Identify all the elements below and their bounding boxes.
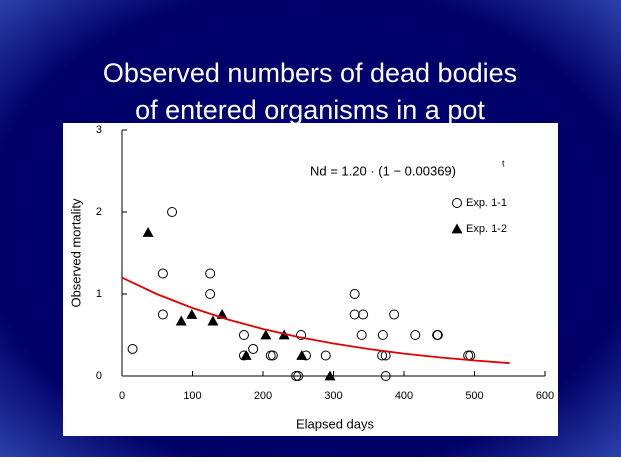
- x-tick-label: 200: [254, 390, 272, 402]
- point: [157, 268, 168, 279]
- title-line: of entered organisms in a pot: [135, 95, 485, 125]
- title-line: Observed numbers of dead bodies: [103, 58, 517, 88]
- x-tick-label: 400: [395, 390, 413, 402]
- point: [175, 315, 187, 326]
- point: [267, 350, 278, 361]
- y-tick-label: 2: [96, 206, 102, 218]
- point: [142, 227, 154, 237]
- equation-exponent: t: [502, 158, 505, 168]
- point: [296, 330, 307, 340]
- point: [260, 329, 272, 340]
- point: [240, 350, 252, 360]
- y-axis-label: Observed mortality: [68, 198, 83, 308]
- point: [380, 371, 391, 381]
- point: [248, 343, 259, 354]
- point: [432, 330, 443, 340]
- x-tick-label: 0: [119, 390, 125, 402]
- point: [205, 289, 216, 299]
- legend-label: Exp. 1-1: [466, 197, 507, 209]
- point: [324, 370, 336, 381]
- point: [207, 315, 219, 326]
- x-tick-label: 100: [183, 390, 201, 402]
- point: [358, 309, 369, 320]
- point: [349, 289, 360, 299]
- point: [205, 268, 216, 279]
- point: [167, 207, 178, 217]
- point: [296, 350, 308, 360]
- point: [356, 330, 367, 340]
- fit-curve: [121, 276, 510, 365]
- point: [349, 309, 360, 320]
- point: [377, 330, 388, 340]
- y-tick-label: 1: [96, 288, 102, 300]
- point: [293, 371, 304, 381]
- point: [157, 309, 168, 320]
- legend-marker: [451, 223, 463, 234]
- y-tick-label: 0: [96, 370, 102, 382]
- legend-label: Exp. 1-2: [466, 223, 507, 235]
- point: [186, 309, 198, 319]
- legend-marker: [452, 198, 462, 208]
- point: [320, 350, 331, 361]
- y-tick-label: 3: [96, 124, 102, 136]
- x-tick-label: 300: [324, 390, 342, 402]
- point: [238, 330, 249, 340]
- x-tick-label: 500: [465, 390, 483, 402]
- point: [389, 309, 400, 320]
- equation: Nd = 1.20 · (1 − 0.00369): [310, 163, 456, 178]
- x-tick-label: 600: [536, 390, 554, 402]
- plot-panel: [63, 123, 558, 436]
- x-axis-label: Elapsed days: [296, 416, 375, 431]
- point: [127, 343, 138, 354]
- point: [410, 330, 421, 340]
